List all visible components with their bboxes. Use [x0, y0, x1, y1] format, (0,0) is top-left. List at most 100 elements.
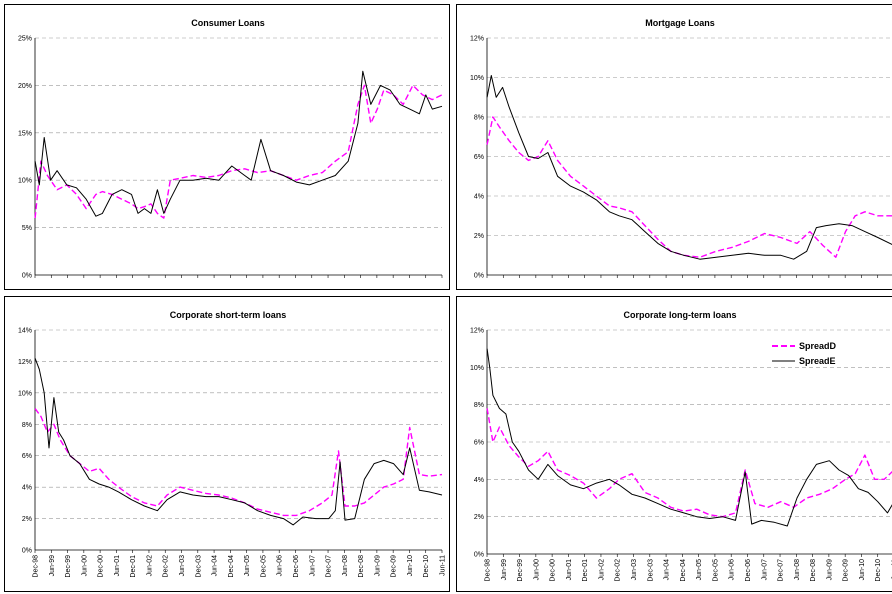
chart-panel-corporate-long-term: 0% 2% 4% 6% 8% 10% 12% Dec-98 Jun-99 Dec-99 Jun-00… [456, 296, 892, 592]
y-tick-label: 0% [22, 548, 32, 555]
plot-area: 0% 2% 4% 6% 8% 10% 12% [470, 36, 892, 280]
y-tick-label: 4% [22, 485, 32, 492]
y-tick-label: 12% [470, 328, 484, 335]
x-tick-label: Jun-00 [533, 559, 540, 581]
x-tick-label: Dec-04 [680, 559, 687, 582]
x-tick-label: Dec-07 [326, 555, 333, 578]
x-tick-label: Jun-01 [114, 555, 121, 577]
chart-title: Corporate long-term loans [623, 310, 736, 320]
y-tick-label: 2% [22, 516, 32, 523]
y-tick-label: 15% [18, 130, 32, 137]
y-tick-label: 12% [470, 36, 484, 43]
legend-label-spreadd: SpreadD [799, 341, 837, 351]
x-tick-label: Jun-07 [761, 559, 768, 581]
chart-svg-mortgage-loans: 0% 2% 4% 6% 8% 10% 12% Mortgage Loans [470, 18, 892, 280]
x-tick-label: Jun-10 [407, 555, 414, 577]
x-tick-label: Dec-02 [163, 555, 170, 578]
x-tick-label: Dec-03 [195, 555, 202, 578]
chart-svg-consumer-loans: 0% 5% 10% 15% 20% 25% Consumer Loans [18, 18, 443, 280]
y-tick-label: 6% [474, 440, 484, 447]
x-tick-label: Dec-98 [33, 555, 40, 578]
x-tick-label: Jun-02 [598, 559, 605, 581]
chart-panel-corporate-short-term: 0% 2% 4% 6% 8% 10% 12% 14% Dec-98 Jun-99 Dec-99 Jun… [4, 296, 450, 592]
chart-title: Consumer Loans [191, 18, 265, 28]
y-tick-label: 8% [474, 115, 484, 122]
series-line-spreadd [34, 84, 443, 219]
chart-panel-consumer-loans: 0% 5% 10% 15% 20% 25% Consumer Loans [4, 4, 450, 290]
series-line-spreade [486, 75, 892, 260]
x-tick-label: Jun-02 [146, 555, 153, 577]
x-tick-label: Dec-06 [745, 559, 752, 582]
y-tick-label: 4% [474, 194, 484, 201]
x-tick-label: Dec-04 [228, 555, 235, 578]
y-tick-label: 0% [474, 273, 484, 280]
x-tick-label: Dec-03 [647, 559, 654, 582]
x-tick-label: Dec-08 [810, 559, 817, 582]
x-tick-label: Dec-06 [293, 555, 300, 578]
x-tick-label: Dec-99 [517, 559, 524, 582]
x-tick-label: Dec-05 [260, 555, 267, 578]
chart-svg-corporate-short-term: 0% 2% 4% 6% 8% 10% 12% 14% Dec-98 Jun-99 Dec-99 Jun… [18, 310, 447, 578]
x-tick-label: Dec-10 [875, 559, 882, 582]
x-tick-label: Jun-11 [440, 555, 447, 576]
x-tick-label: Dec-00 [550, 559, 557, 582]
x-tick-label: Dec-08 [358, 555, 365, 578]
series-line-spreade [34, 70, 443, 217]
y-tick-label: 10% [470, 75, 484, 82]
x-tick-label: Jun-10 [859, 559, 866, 581]
y-tick-label: 20% [18, 83, 32, 90]
x-tick-label: Jun-07 [309, 555, 316, 577]
plot-area: 0% 2% 4% 6% 8% 10% 12% 14% Dec-98 Jun-99 Dec-99 Jun… [18, 328, 447, 578]
x-tick-label: Jun-01 [566, 559, 573, 581]
y-tick-label: 14% [18, 328, 32, 335]
x-tick-label: Dec-00 [98, 555, 105, 578]
y-tick-label: 8% [22, 422, 32, 429]
series-line-spreadd [486, 116, 892, 258]
x-tick-label: Jun-04 [212, 555, 219, 577]
series-line-spreade [486, 348, 892, 527]
x-tick-label: Jun-08 [794, 559, 801, 581]
x-tick-label: Jun-05 [696, 559, 703, 581]
x-tick-label: Jun-09 [826, 559, 833, 581]
legend: SpreadD SpreadE [772, 341, 837, 366]
y-tick-label: 10% [18, 178, 32, 185]
y-tick-label: 6% [474, 154, 484, 161]
x-tick-label: Dec-02 [615, 559, 622, 582]
y-tick-label: 8% [474, 402, 484, 409]
x-tick-label: Jun-05 [244, 555, 251, 577]
x-tick-label: Dec-09 [843, 559, 850, 582]
x-tick-label: Dec-01 [582, 559, 589, 582]
x-tick-label: Jun-03 [179, 555, 186, 577]
chart-svg-corporate-long-term: 0% 2% 4% 6% 8% 10% 12% Dec-98 Jun-99 Dec-99 Jun-00… [470, 310, 892, 582]
y-tick-label: 25% [18, 36, 32, 43]
chart-title: Mortgage Loans [645, 18, 715, 28]
series-line-spreadd [486, 408, 892, 518]
chart-panel-mortgage-loans: 0% 2% 4% 6% 8% 10% 12% Mortgage Loans [456, 4, 892, 290]
x-tick-label: Jun-99 [501, 559, 508, 581]
plot-area: 0% 5% 10% 15% 20% 25% [18, 36, 443, 280]
x-tick-label: Jun-06 [277, 555, 284, 577]
y-tick-label: 0% [22, 273, 32, 280]
x-tick-label: Dec-09 [391, 555, 398, 578]
x-tick-label: Dec-99 [65, 555, 72, 578]
x-tick-label: Dec-98 [485, 559, 492, 582]
x-tick-label: Jun-04 [664, 559, 671, 581]
y-tick-label: 6% [22, 453, 32, 460]
y-tick-label: 5% [22, 225, 32, 232]
chart-title: Corporate short-term loans [170, 310, 287, 320]
y-tick-label: 10% [18, 390, 32, 397]
y-tick-label: 12% [18, 359, 32, 366]
x-tick-label: Jun-99 [49, 555, 56, 577]
x-tick-label: Jun-09 [374, 555, 381, 577]
x-tick-label: Dec-07 [778, 559, 785, 582]
series-line-spreadd [34, 408, 443, 517]
x-tick-label: Dec-05 [712, 559, 719, 582]
x-tick-label: Dec-01 [130, 555, 137, 578]
legend-label-spreade: SpreadE [799, 356, 836, 366]
x-tick-label: Jun-00 [81, 555, 88, 577]
x-tick-label: Jun-08 [342, 555, 349, 577]
y-tick-label: 2% [474, 233, 484, 240]
y-tick-label: 0% [474, 552, 484, 559]
x-tick-label: Jun-03 [631, 559, 638, 581]
x-tick-label: Jun-06 [729, 559, 736, 581]
